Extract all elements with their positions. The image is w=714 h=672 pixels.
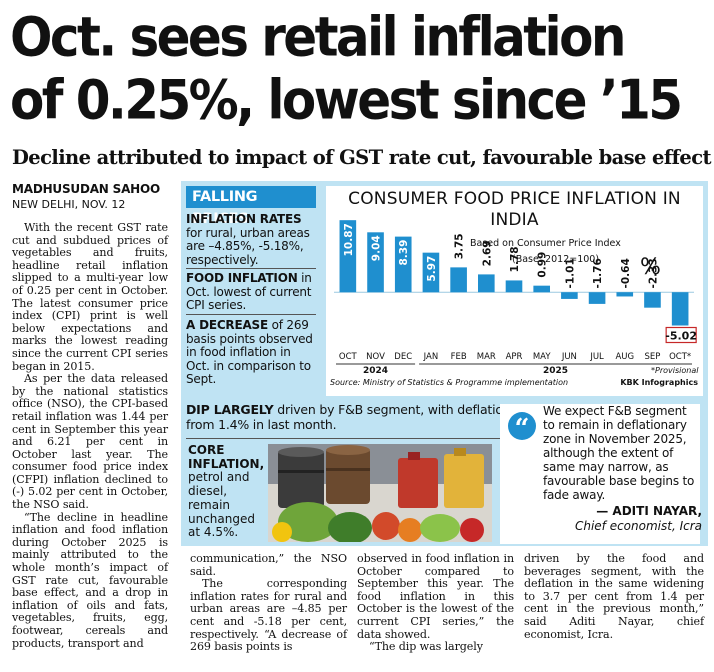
- article-column-2: communication,” the NSO said. The corres…: [190, 552, 347, 654]
- subheadline: Decline attributed to impact of GST rate…: [12, 146, 712, 169]
- bar-nov: [367, 232, 384, 293]
- data-label: 8.39: [398, 240, 410, 266]
- fact-text: in Oct. lowest of current CPI series.: [186, 271, 312, 312]
- fact-label: FOOD INFLATION: [186, 271, 298, 285]
- bar-mar: [478, 274, 495, 293]
- data-label: 1.78: [509, 246, 521, 272]
- tick-label: OCT*: [669, 352, 691, 362]
- data-label: 0.99: [537, 252, 549, 278]
- tick-label: JAN: [423, 352, 439, 362]
- paragraph: “The dip was largely: [369, 640, 483, 654]
- chart-credit: KBK Infographics: [620, 378, 698, 387]
- fact-label: A DECREASE: [186, 318, 268, 332]
- headline-line-2: of 0.25%, lowest since ’15: [10, 68, 683, 132]
- data-label: 2.69: [481, 240, 493, 266]
- paragraph: With the recent GST rate cut and subdued…: [12, 221, 168, 373]
- article-column-1: With the recent GST rate cut and subdued…: [12, 221, 168, 650]
- paragraph: communication,” the NSO said.: [190, 552, 347, 578]
- tick-label: JUL: [589, 352, 604, 362]
- tick-label: FEB: [451, 352, 467, 362]
- dip-label: DIP LARGELY: [186, 402, 274, 417]
- quote-attribution: — ADITI NAYAR, Chief economist, Icra: [575, 504, 702, 533]
- fuel-drum-icon: [326, 445, 370, 504]
- highlight-box: [665, 326, 697, 344]
- tick-label: MAR: [477, 352, 496, 362]
- bar-aug: [616, 292, 634, 297]
- bar-sep: [644, 292, 661, 308]
- core-inflation-note: CORE INFLATION, petrol and diesel, remai…: [188, 443, 266, 540]
- tick-label: DEC: [394, 352, 412, 362]
- tick-label: JUN: [561, 352, 577, 362]
- data-label: 5.97: [426, 256, 438, 282]
- headline: Oct. sees retail inflation of 0.25%, low…: [10, 6, 710, 131]
- paragraph: driven by the food and beverages segment…: [524, 552, 704, 641]
- tick-label: SEP: [645, 352, 661, 362]
- infographic-header: FALLING PRICES: [186, 186, 316, 227]
- fuel-can-icon: [398, 452, 438, 508]
- quote-text: We expect F&B segment to remain in defla…: [543, 404, 695, 502]
- divider: [186, 438, 699, 439]
- bar-feb: [450, 267, 467, 293]
- chart-title: CONSUMER FOOD PRICE INFLATION IN INDIA: [348, 189, 681, 230]
- fact-label: INFLATION RATES: [186, 212, 302, 226]
- dateline: NEW DELHI, NOV. 12: [12, 198, 126, 211]
- tick-label: NOV: [366, 352, 385, 362]
- bar-oct: [671, 292, 689, 326]
- author-name: MADHUSUDAN SAHOO: [12, 182, 161, 196]
- data-label: 9.04: [371, 235, 383, 261]
- core-text: petrol and diesel, remain unchanged at 4…: [188, 470, 255, 540]
- quote-author-role: Chief economist, Icra: [574, 518, 702, 533]
- food-inflation-bar-chart: 10.87 OCT 9.04 NOV 8.39 DEC 5.97 JAN 3.75 FEB 2.69…: [334, 220, 697, 376]
- divider: [186, 268, 316, 269]
- paragraph: observed in food inflation in October co…: [357, 552, 514, 641]
- fact-inflation-rates: INFLATION RATES for rural, urban areas a…: [186, 212, 316, 267]
- paragraph: The corresponding inflation rates for ru…: [190, 577, 347, 654]
- data-label: -5.02: [665, 330, 697, 343]
- bar-jul: [588, 292, 606, 304]
- chart-base-note: (Base: 2012=100): [512, 254, 600, 265]
- tick-label: APR: [506, 352, 523, 362]
- tick-label: MAY: [533, 352, 551, 362]
- tick-label: OCT: [339, 352, 358, 362]
- headline-line-1: Oct. sees retail inflation: [10, 6, 626, 69]
- core-label: CORE INFLATION,: [188, 443, 265, 471]
- fact-decrease: A DECREASE of 269 basis points observed …: [186, 318, 316, 387]
- fuel-can-icon: [444, 448, 484, 508]
- vegetables-icon: [272, 502, 484, 542]
- article-column-4: driven by the food and beverages segment…: [524, 552, 704, 641]
- byline: MADHUSUDAN SAHOO NEW DELHI, NOV. 12: [12, 182, 160, 212]
- chart-source: Source: Ministry of Statistics & Program…: [330, 378, 569, 387]
- data-label: 10.87: [343, 223, 355, 256]
- year-label: 2024: [363, 366, 388, 376]
- fuel-and-vegetables-illustration: [268, 444, 492, 542]
- unit-label: %: [640, 255, 661, 280]
- quote-author: — ADITI NAYAR,: [596, 504, 702, 518]
- divider: [186, 314, 316, 315]
- provisional-note: *Provisional: [651, 366, 699, 375]
- bar-may: [533, 285, 550, 293]
- tick-label: AUG: [615, 352, 634, 362]
- bar-apr: [505, 280, 523, 293]
- article-column-3: observed in food inflation in October co…: [357, 552, 514, 654]
- bar-jan: [422, 252, 440, 293]
- bar-dec: [394, 236, 412, 293]
- fuel-drum-icon: [278, 447, 324, 508]
- data-label: -1.01: [564, 258, 576, 288]
- bar-jun: [561, 292, 578, 299]
- fact-text: of 269 basis points observed in food inf…: [186, 318, 313, 386]
- data-label: -0.64: [620, 258, 632, 288]
- quote-mark-icon: “: [508, 412, 536, 444]
- fact-food-inflation: FOOD INFLATION in Oct. lowest of current…: [186, 271, 316, 313]
- chart-subtitle: Based on Consumer Price Index: [470, 238, 621, 249]
- data-label: -2.33: [647, 258, 659, 288]
- bar-oct: [339, 220, 357, 293]
- data-label: 3.75: [454, 233, 466, 259]
- paragraph: “The decline in headline inflation and f…: [12, 510, 168, 650]
- fact-text: for rural, urban areas are –4.85%, -5.18…: [186, 225, 310, 267]
- data-label: -1.76: [592, 258, 604, 288]
- paragraph: As per the data released by the national…: [12, 372, 168, 512]
- year-label: 2025: [543, 366, 568, 376]
